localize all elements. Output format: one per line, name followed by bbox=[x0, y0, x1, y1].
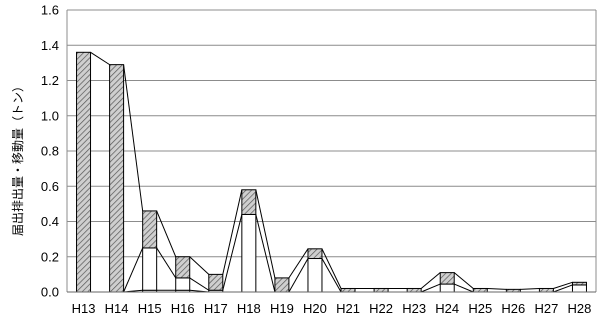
y-tick-label: 0.4 bbox=[41, 214, 59, 229]
y-tick-label: 0.2 bbox=[41, 249, 59, 264]
x-tick-label: H16 bbox=[171, 301, 195, 316]
y-tick-labels: 0.0 0.2 0.4 0.6 0.8 1.0 1.2 1.4 1.6 bbox=[41, 3, 59, 300]
series-connector-line bbox=[156, 210, 177, 257]
x-tick-labels: H13 H14 H15 H16 H17 H18 H19 H20 H21 H22 H23 H24 H25 H… bbox=[72, 301, 592, 316]
bar-segment-2 bbox=[109, 64, 125, 293]
series-connector-line bbox=[189, 256, 210, 275]
bar-segment-2 bbox=[307, 248, 323, 260]
x-tick-label: H24 bbox=[435, 301, 459, 316]
y-tick-label: 1.4 bbox=[41, 38, 59, 53]
bar-segment-2 bbox=[76, 51, 92, 293]
x-tick-label: H27 bbox=[534, 301, 558, 316]
y-tick-label: 1.0 bbox=[41, 108, 59, 123]
series-connector-line bbox=[420, 283, 441, 293]
connector-lines bbox=[90, 51, 573, 293]
y-tick-label: 0.6 bbox=[41, 179, 59, 194]
bar-segment-1 bbox=[307, 258, 323, 293]
series-connector-line bbox=[453, 272, 474, 289]
bar-segment-2 bbox=[175, 256, 191, 279]
bar-segment-2 bbox=[208, 273, 224, 291]
y-tick-label: 0.0 bbox=[41, 285, 59, 300]
series-connector-line bbox=[454, 283, 474, 293]
y-tick-label: 0.8 bbox=[41, 144, 59, 159]
x-tick-label: H21 bbox=[336, 301, 360, 316]
series-connector-line bbox=[288, 248, 309, 279]
series-connector-line bbox=[156, 247, 177, 279]
y-tick-label: 1.2 bbox=[41, 73, 59, 88]
series-connector-line bbox=[255, 189, 276, 279]
series-connector-line bbox=[123, 64, 144, 211]
series-connector-line bbox=[520, 287, 540, 290]
series-connector-line bbox=[321, 258, 342, 293]
bar-segment-1 bbox=[241, 213, 257, 293]
bar-segment-2 bbox=[571, 281, 587, 286]
x-tick-label: H25 bbox=[468, 301, 492, 316]
series-connector-line bbox=[189, 277, 210, 291]
x-tick-label: H19 bbox=[270, 301, 294, 316]
series-connector-line bbox=[222, 189, 243, 275]
series-connector-line bbox=[90, 51, 110, 66]
x-tick-label: H18 bbox=[237, 301, 261, 316]
bar-segment-1 bbox=[571, 284, 587, 293]
x-tick-label: H23 bbox=[402, 301, 426, 316]
bar-segment-2 bbox=[274, 277, 290, 293]
series-connector-line bbox=[255, 214, 276, 293]
x-tick-label: H28 bbox=[568, 301, 592, 316]
series-connector-line bbox=[123, 247, 144, 293]
bar-segment-1 bbox=[142, 247, 158, 291]
x-tick-label: H26 bbox=[501, 301, 525, 316]
y-axis-title: 届出排出量・移動量（トン） bbox=[11, 80, 25, 236]
x-tick-label: H13 bbox=[72, 301, 96, 316]
bar-segment-2 bbox=[241, 189, 257, 215]
bar-segment-1 bbox=[439, 283, 455, 293]
x-tick-label: H22 bbox=[369, 301, 393, 316]
series-connector-line bbox=[321, 248, 342, 289]
x-tick-label: H17 bbox=[204, 301, 228, 316]
bar-segment-2 bbox=[472, 287, 488, 293]
bars bbox=[76, 51, 587, 293]
bar-segment-2 bbox=[340, 287, 356, 293]
series-connector-line bbox=[222, 214, 243, 291]
series-connector-line bbox=[553, 284, 573, 293]
bar-segment-2 bbox=[439, 272, 455, 285]
x-tick-label: H15 bbox=[138, 301, 162, 316]
y-tick-label: 1.6 bbox=[41, 3, 59, 18]
bar-segment-2 bbox=[373, 287, 389, 293]
series-connector-line bbox=[553, 281, 573, 289]
bar-segment-2 bbox=[538, 287, 554, 293]
axes bbox=[66, 10, 597, 293]
bar-segment-1 bbox=[175, 277, 191, 291]
x-tick-label: H20 bbox=[303, 301, 327, 316]
x-tick-label: H14 bbox=[105, 301, 129, 316]
series-connector-line bbox=[288, 258, 309, 293]
series-connector-line bbox=[487, 287, 507, 290]
bar-segment-2 bbox=[406, 287, 422, 293]
series-connector-line bbox=[420, 272, 441, 289]
bar-segment-2 bbox=[142, 210, 158, 249]
